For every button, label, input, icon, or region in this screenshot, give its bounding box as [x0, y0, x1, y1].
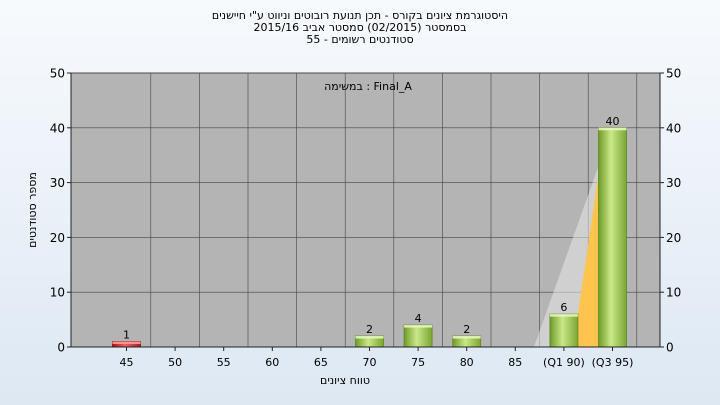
x-tick-label-65: 65 [314, 356, 328, 369]
chart-title: היסטוגרמת ציונים בקורס - תכן תנועת רובוט… [0, 10, 720, 46]
y-tick-label-right: 50 [666, 67, 681, 81]
data-label-45: 1 [123, 329, 130, 342]
y-tick-label-left: 40 [50, 121, 65, 135]
bar-75 [403, 324, 433, 348]
chart-title-line-2: בסמסטר (02/2015) סמסטר אביב 2015/16 [253, 21, 467, 34]
y-tick-label-left: 20 [50, 231, 65, 245]
bar-(Q3 95) [598, 127, 627, 348]
y-tick-label-right: 40 [666, 121, 681, 135]
bar-top-80 [452, 336, 481, 339]
data-label-80: 2 [463, 323, 470, 336]
bar-top-75 [404, 325, 433, 328]
y-tick-label-left: 30 [50, 176, 65, 190]
bar-top-70 [355, 336, 384, 339]
bar-top-45 [112, 341, 141, 345]
x-tick-label-(Q3 95): (Q3 95) [592, 356, 634, 369]
data-label-70: 2 [366, 323, 373, 336]
y-tick-label-right: 0 [666, 341, 674, 355]
y-axis-title: מספר סטודנטים [26, 172, 39, 248]
bar-top-(Q3 95) [598, 127, 627, 131]
chart-title-line-3: סטודנטים רשומים - 55 [306, 33, 414, 46]
x-tick-label-75: 75 [411, 356, 425, 369]
x-axis-title: טווח ציונים [320, 374, 370, 387]
x-tick-label-55: 55 [217, 356, 231, 369]
bar-top-(Q1 90) [549, 314, 578, 317]
y-tick-label-left: 50 [50, 67, 65, 81]
chart-title-line-1: היסטוגרמת ציונים בקורס - תכן תנועת רובוט… [211, 9, 509, 22]
y-tick-label-right: 10 [666, 286, 681, 300]
y-tick-label-right: 20 [666, 231, 681, 245]
data-label-(Q3 95): 40 [606, 115, 620, 128]
x-tick-label-60: 60 [265, 356, 279, 369]
x-tick-label-70: 70 [363, 356, 377, 369]
data-label-(Q1 90): 6 [560, 301, 567, 314]
y-tick-label-right: 30 [666, 176, 681, 190]
data-label-75: 4 [415, 312, 422, 325]
y-tick-label-left: 0 [57, 341, 65, 355]
task-annotation: במשימה : Final_A [324, 80, 412, 93]
x-tick-label-(Q1 90): (Q1 90) [543, 356, 585, 369]
x-tick-label-45: 45 [120, 356, 134, 369]
x-tick-label-85: 85 [508, 356, 522, 369]
quartile-band [577, 160, 601, 347]
bar-(Q1 90) [549, 313, 579, 348]
x-tick-label-50: 50 [168, 356, 182, 369]
y-tick-label-left: 10 [50, 286, 65, 300]
x-tick-label-80: 80 [460, 356, 474, 369]
